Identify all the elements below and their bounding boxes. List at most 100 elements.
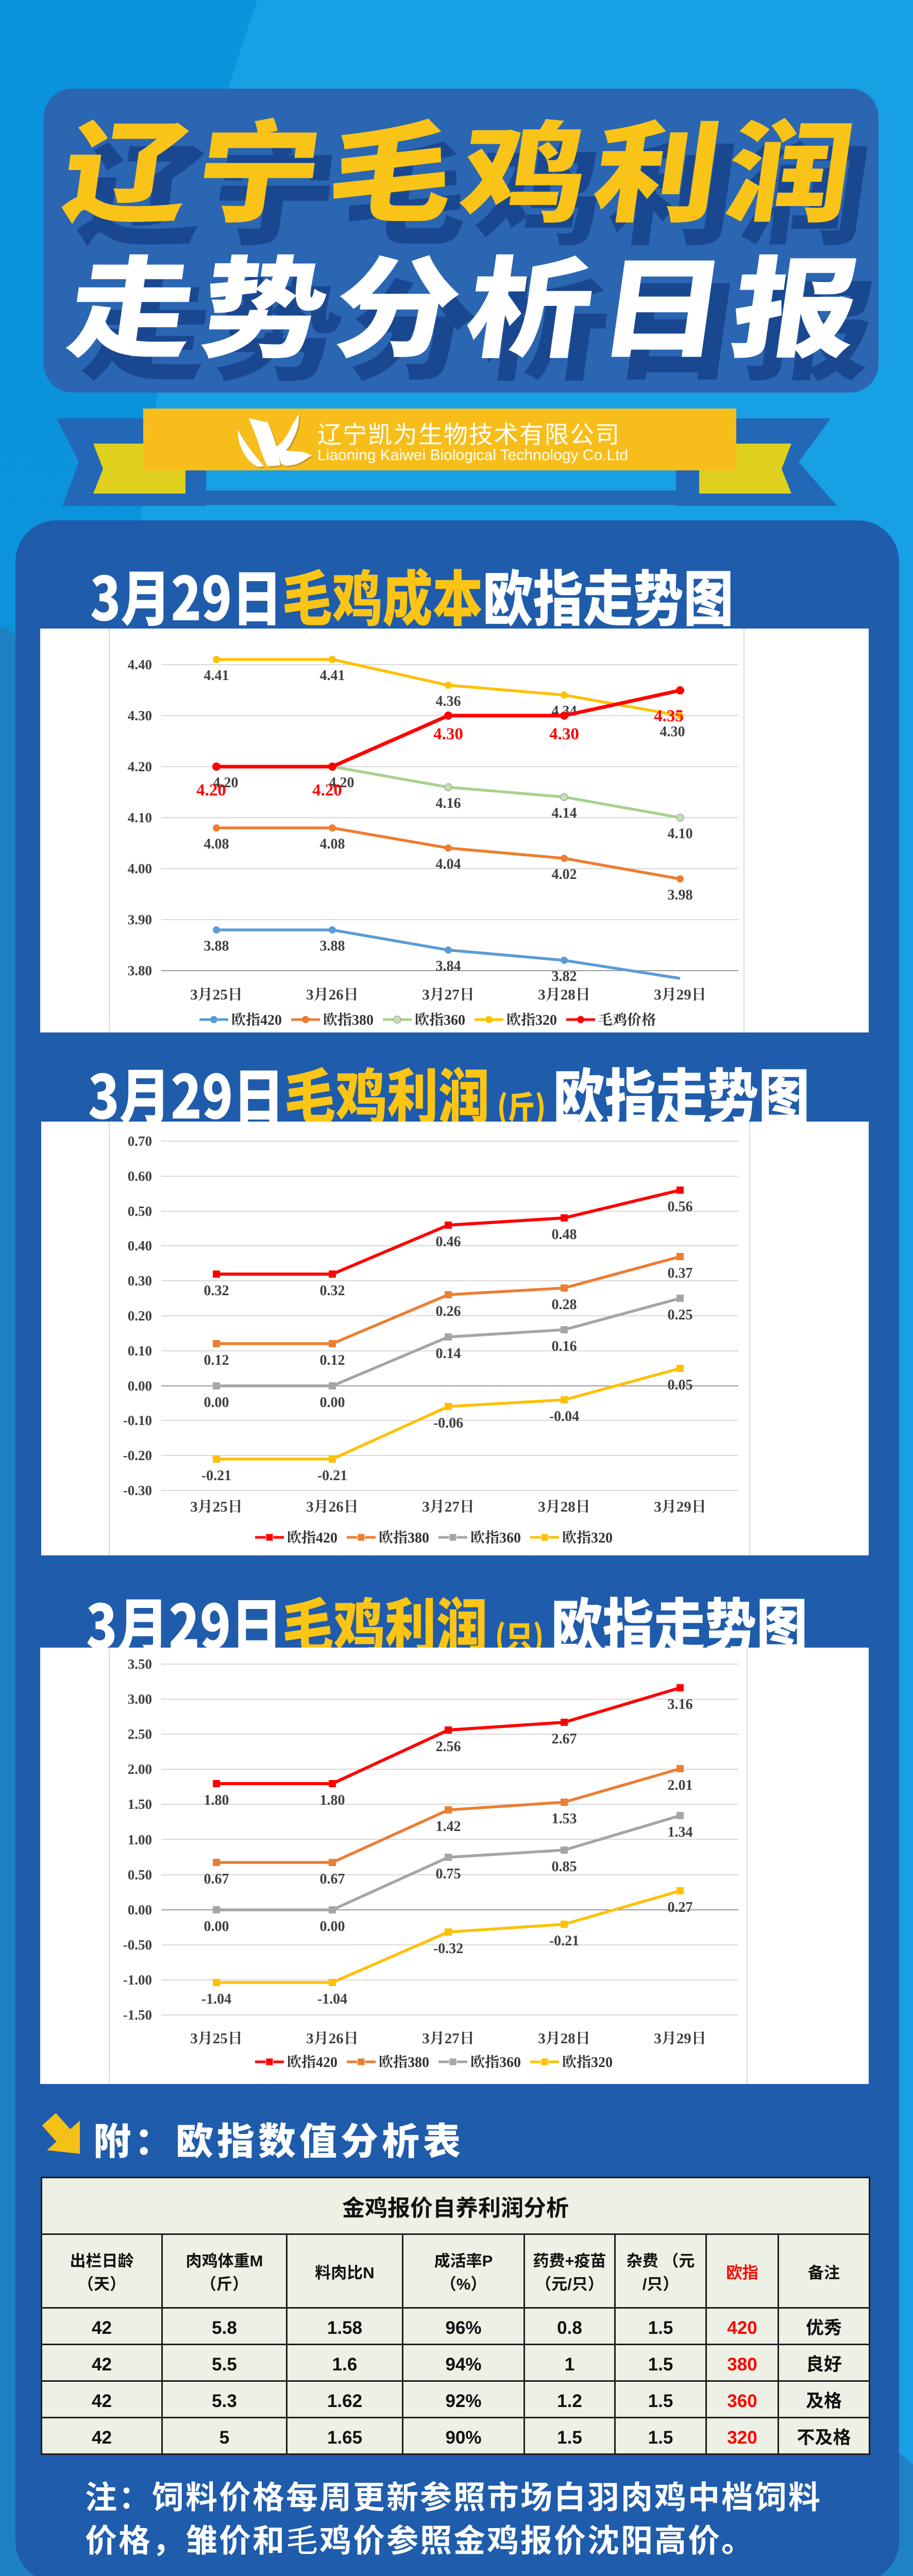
svg-text:0.00: 0.00 (204, 1391, 229, 1412)
svg-text:3.88: 3.88 (204, 935, 229, 955)
svg-text:4.35: 4.35 (654, 702, 684, 726)
svg-text:-0.10: -0.10 (123, 1409, 152, 1429)
svg-text:4.10: 4.10 (668, 822, 693, 843)
svg-text:3月26日: 3月26日 (306, 2027, 359, 2048)
svg-text:-0.04: -0.04 (549, 1405, 579, 1426)
svg-text:0.12: 0.12 (204, 1349, 229, 1369)
svg-text:-0.20: -0.20 (123, 1444, 152, 1464)
svg-text:3.82: 3.82 (552, 965, 577, 986)
svg-text:4.10: 4.10 (128, 806, 152, 826)
svg-text:1.80: 1.80 (320, 1789, 345, 1809)
svg-text:3.84: 3.84 (436, 955, 461, 975)
svg-text:3.50: 3.50 (128, 1653, 152, 1673)
svg-text:0.00: 0.00 (204, 1915, 229, 1936)
svg-text:-0.21: -0.21 (549, 1929, 579, 1950)
svg-text:0.75: 0.75 (436, 1862, 461, 1883)
svg-text:4.30: 4.30 (128, 704, 152, 724)
svg-text:欧指320: 欧指320 (506, 1009, 557, 1029)
svg-text:4.20: 4.20 (128, 755, 152, 775)
svg-text:欧指420: 欧指420 (231, 1009, 282, 1029)
svg-text:0.16: 0.16 (552, 1335, 577, 1355)
svg-text:4.20: 4.20 (196, 776, 226, 801)
svg-text:欧指360: 欧指360 (470, 1527, 521, 1547)
svg-text:0.40: 0.40 (128, 1234, 152, 1255)
svg-text:-0.30: -0.30 (123, 1479, 152, 1499)
svg-text:3月29日: 3月29日 (654, 983, 706, 1004)
svg-text:1.42: 1.42 (436, 1815, 461, 1836)
svg-text:3月28日: 3月28日 (538, 1495, 590, 1516)
svg-text:0.00: 0.00 (128, 1375, 152, 1395)
svg-text:0.67: 0.67 (204, 1868, 229, 1888)
svg-text:4.02: 4.02 (552, 863, 577, 884)
svg-text:1.34: 1.34 (668, 1821, 693, 1841)
svg-text:4.20: 4.20 (329, 771, 354, 792)
svg-text:3月25日: 3月25日 (190, 983, 243, 1004)
svg-text:-1.04: -1.04 (317, 1988, 347, 2008)
svg-text:欧指320: 欧指320 (562, 1527, 613, 1547)
svg-text:-0.32: -0.32 (433, 1937, 463, 1958)
svg-text:-0.21: -0.21 (201, 1464, 231, 1485)
svg-text:4.41: 4.41 (320, 664, 345, 685)
svg-text:0.70: 0.70 (128, 1130, 152, 1150)
svg-text:欧指320: 欧指320 (562, 2051, 613, 2072)
svg-text:3.98: 3.98 (668, 884, 693, 904)
svg-text:3.00: 3.00 (128, 1688, 152, 1708)
svg-text:3月29日: 3月29日 (654, 1495, 706, 1516)
svg-text:0.48: 0.48 (552, 1223, 577, 1244)
svg-text:欧指380: 欧指380 (323, 1009, 374, 1029)
svg-text:4.00: 4.00 (128, 857, 152, 877)
svg-text:0.27: 0.27 (668, 1896, 693, 1917)
svg-text:3月25日: 3月25日 (190, 2027, 243, 2048)
svg-text:-1.04: -1.04 (201, 1988, 231, 2008)
svg-text:4.04: 4.04 (436, 853, 461, 873)
svg-text:0.25: 0.25 (668, 1303, 693, 1324)
svg-text:0.28: 0.28 (552, 1293, 577, 1314)
svg-text:3月27日: 3月27日 (422, 1495, 475, 1516)
svg-text:2.56: 2.56 (436, 1735, 461, 1756)
svg-text:0.20: 0.20 (128, 1304, 152, 1325)
svg-text:1.53: 1.53 (552, 1807, 577, 1828)
svg-text:4.36: 4.36 (436, 690, 461, 710)
svg-text:0.00: 0.00 (128, 1899, 152, 1919)
svg-text:欧指380: 欧指380 (379, 2051, 429, 2072)
svg-text:3.88: 3.88 (320, 935, 345, 955)
svg-text:3月28日: 3月28日 (538, 983, 590, 1004)
svg-text:-1.50: -1.50 (123, 2004, 152, 2024)
svg-text:3月27日: 3月27日 (422, 2027, 475, 2048)
svg-text:4.30: 4.30 (433, 720, 463, 744)
svg-text:欧指420: 欧指420 (287, 1527, 337, 1547)
svg-text:4.08: 4.08 (320, 833, 345, 853)
svg-text:0.32: 0.32 (204, 1279, 229, 1300)
svg-text:1.00: 1.00 (128, 1828, 152, 1849)
svg-text:-0.21: -0.21 (317, 1464, 347, 1485)
svg-text:0.46: 0.46 (436, 1230, 461, 1251)
svg-text:0.60: 0.60 (128, 1165, 152, 1185)
svg-text:4.20: 4.20 (213, 771, 239, 792)
svg-text:-0.06: -0.06 (433, 1412, 463, 1432)
svg-text:4.14: 4.14 (552, 802, 577, 822)
svg-text:3.90: 3.90 (128, 908, 152, 928)
svg-text:0.30: 0.30 (128, 1269, 152, 1290)
svg-text:毛鸡价格: 毛鸡价格 (598, 1009, 656, 1029)
svg-text:欧指360: 欧指360 (415, 1009, 465, 1029)
svg-text:-1.00: -1.00 (123, 1969, 152, 1989)
svg-text:4.30: 4.30 (660, 720, 685, 741)
svg-text:1.50: 1.50 (128, 1793, 152, 1813)
svg-text:-0.50: -0.50 (123, 1934, 152, 1954)
svg-text:2.50: 2.50 (128, 1723, 152, 1743)
svg-text:4.20: 4.20 (312, 776, 342, 801)
svg-text:0.50: 0.50 (128, 1863, 152, 1884)
svg-text:0.32: 0.32 (320, 1279, 345, 1300)
svg-text:0.56: 0.56 (668, 1195, 693, 1216)
svg-text:3月28日: 3月28日 (538, 2027, 590, 2048)
svg-text:0.10: 0.10 (128, 1340, 152, 1360)
svg-text:欧指360: 欧指360 (470, 2051, 521, 2072)
svg-text:3月25日: 3月25日 (190, 1495, 243, 1516)
svg-text:4.16: 4.16 (436, 792, 461, 812)
svg-text:欧指380: 欧指380 (379, 1527, 429, 1547)
svg-text:欧指420: 欧指420 (287, 2051, 337, 2072)
svg-text:0.85: 0.85 (552, 1855, 577, 1876)
svg-text:3.80: 3.80 (128, 959, 152, 979)
svg-text:4.30: 4.30 (549, 720, 579, 744)
svg-text:0.26: 0.26 (436, 1300, 461, 1320)
